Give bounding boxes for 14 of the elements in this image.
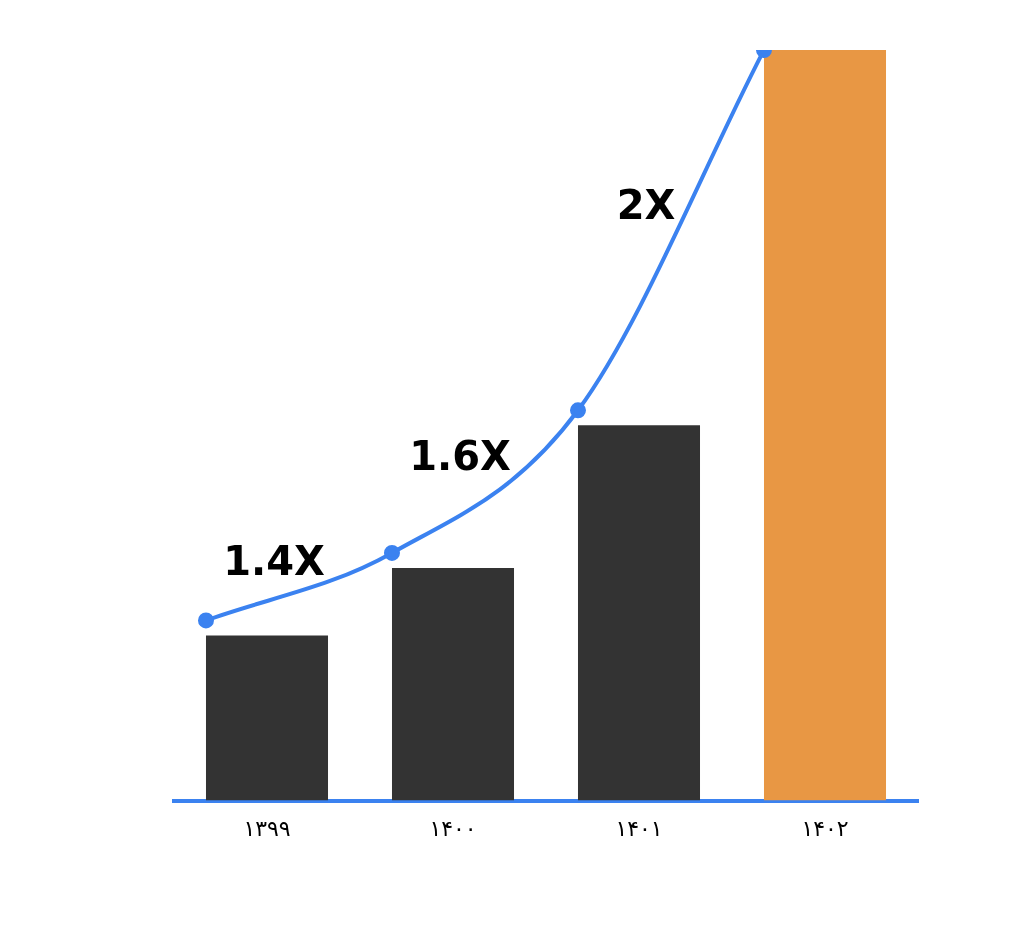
x-tick-label: ۱۴۰۲: [801, 815, 849, 841]
bar: [205, 635, 329, 801]
annotation: 1.4X: [223, 538, 325, 585]
point: [569, 402, 586, 419]
point: [197, 612, 214, 629]
x-tick-label: ۱۴۰۰: [429, 815, 477, 841]
x-tick-label: ۱۳۹۹: [243, 815, 291, 841]
bar: [391, 567, 515, 801]
bar: [763, 50, 887, 801]
x-tick-label: ۱۴۰۱: [615, 815, 663, 841]
annotation: 2X: [616, 181, 676, 228]
bar: [577, 425, 701, 801]
point: [383, 544, 400, 561]
annotation: 1.6X: [409, 432, 511, 479]
